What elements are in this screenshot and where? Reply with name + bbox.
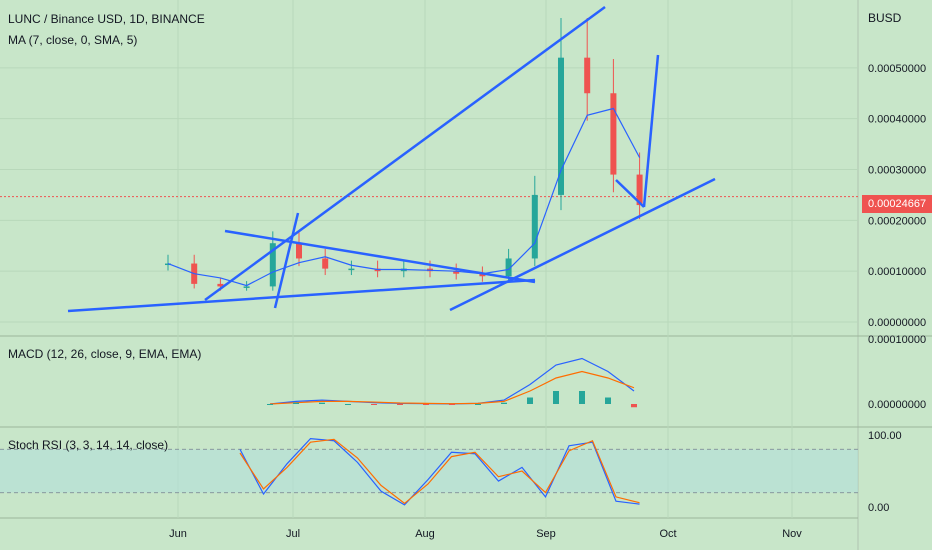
macd-histogram-bar [371, 404, 377, 405]
candle-body [584, 57, 591, 94]
candle-body [217, 283, 224, 287]
candle-body [453, 271, 460, 274]
macd-histogram-bar [397, 404, 403, 405]
candle-body [636, 174, 643, 206]
candle-body [269, 243, 276, 287]
time-axis-label: Jun [169, 528, 187, 540]
candle-body [322, 258, 329, 269]
price-axis-label: 0.00030000 [868, 165, 926, 177]
macd-histogram-bar [423, 404, 429, 405]
macd-histogram-bar [475, 404, 481, 405]
trendline[interactable] [642, 54, 660, 208]
signal-line [269, 370, 635, 405]
time-axis-label: Jul [286, 528, 300, 540]
ma-line [167, 107, 641, 287]
price-axis-label: 0.00010000 [868, 266, 926, 278]
macd-histogram-bar [293, 402, 299, 404]
current-price-tag: 0.00024667 [862, 195, 932, 213]
stoch-d-line [239, 438, 640, 505]
candle-body [296, 243, 302, 259]
macd-histogram-bar [631, 404, 637, 408]
macd-histogram-bar [579, 391, 585, 404]
candle-body [348, 268, 355, 271]
macd-histogram-bar [449, 404, 455, 405]
candle-body [610, 93, 617, 175]
stoch-axis-label: 0.00 [868, 502, 889, 514]
macd-histogram-bar [501, 402, 507, 404]
macd-histogram-bar [267, 404, 273, 405]
time-axis-label: Sep [536, 528, 556, 540]
time-axis-label: Aug [415, 528, 435, 540]
macd-histogram-bar [345, 404, 351, 405]
symbol-title: LUNC / Binance USD, 1D, BINANCE [8, 12, 205, 26]
trendline[interactable] [204, 5, 606, 302]
candle-body [243, 286, 250, 288]
candle-body [531, 194, 538, 259]
time-axis-label: Nov [782, 528, 802, 540]
macd-histogram-bar [605, 397, 611, 404]
price-axis-label: 0.00020000 [868, 215, 926, 227]
time-axis-label: Oct [659, 528, 676, 540]
trendline[interactable] [273, 212, 300, 309]
stoch-k-line [239, 437, 640, 506]
macd-axis-label: 0.00000000 [868, 399, 926, 411]
currency-label: BUSD [868, 11, 902, 25]
price-axis-label: 0.00050000 [868, 63, 926, 75]
trendline[interactable] [449, 177, 716, 312]
candle-body [479, 273, 486, 277]
macd-histogram-bar [553, 391, 559, 404]
trendline[interactable] [615, 179, 645, 208]
stoch-axis-label: 100.00 [868, 430, 902, 442]
candle-body [165, 263, 171, 266]
trendline[interactable] [67, 278, 536, 313]
stoch-band-fill [0, 449, 858, 493]
trendline[interactable] [224, 229, 536, 284]
candle-body [505, 258, 512, 277]
price-axis-label: 0.00000000 [868, 317, 926, 329]
macd-histogram-bar [527, 397, 533, 404]
macd-axis-label: 0.00010000 [868, 334, 926, 346]
price-axis-label: 0.00040000 [868, 114, 926, 126]
macd-indicator-label: MACD (12, 26, close, 9, EMA, EMA) [8, 347, 202, 361]
candle-body [558, 57, 564, 195]
ma-indicator-label: MA (7, close, 0, SMA, 5) [8, 33, 138, 47]
macd-histogram-bar [319, 402, 325, 404]
stoch-rsi-indicator-label: Stoch RSI (3, 3, 14, 14, close) [8, 438, 169, 452]
